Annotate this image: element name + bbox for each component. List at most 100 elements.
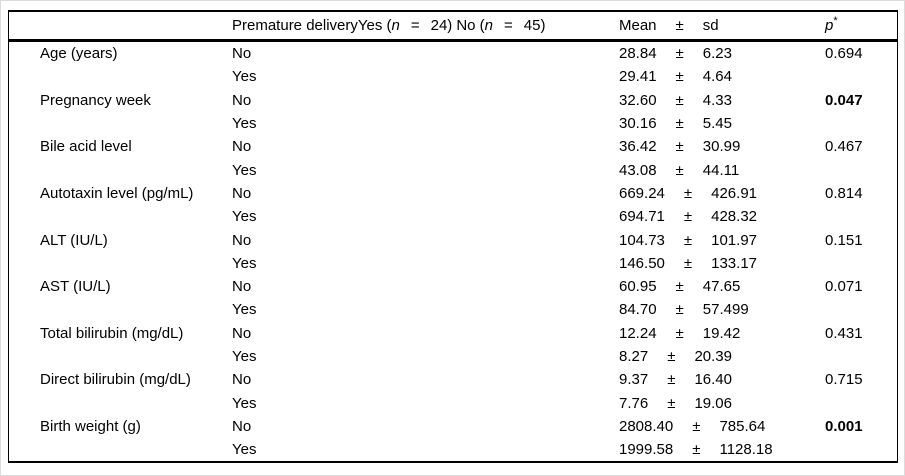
variable-label: Direct bilirubin (mg/dL)	[40, 371, 191, 389]
table-row: Yes 7.76 ±19.06	[9, 391, 897, 414]
mean-value: 36.42	[619, 138, 657, 156]
mean-sd-cell: 12.24 ±19.42	[619, 325, 825, 342]
sd-value: 19.42	[702, 324, 741, 342]
mean-value: 104.73	[619, 231, 665, 249]
mean-value: 60.95	[619, 278, 657, 296]
group-label: Yes	[232, 254, 257, 272]
header-sd-label: sd	[702, 17, 719, 34]
mean-sd-cell: 669.24 ±426.91	[619, 185, 825, 202]
header-group-prefix: Premature deliveryYes (	[232, 17, 392, 34]
stats-table: Premature deliveryYes (n = 24) No (n = 45) Me…	[8, 10, 898, 464]
sd-value: 4.64	[702, 68, 732, 86]
mean-value: 29.41	[619, 68, 657, 86]
mean-sd-cell: 104.73 ±101.97	[619, 232, 825, 249]
mean-sd-cell: 84.70 ±57.499	[619, 301, 825, 318]
plus-minus-symbol: ±	[675, 324, 684, 342]
table-row: Autotaxin level (pg/mL) No 669.24 ±426.91…	[9, 182, 897, 205]
mean-sd-cell: 9.37 ±16.40	[619, 371, 825, 388]
plus-minus-symbol: ±	[683, 208, 693, 226]
mean-value: 146.50	[619, 254, 665, 272]
variable-label: Total bilirubin (mg/dL)	[40, 324, 184, 342]
mean-value: 7.76	[619, 394, 649, 412]
p-value: 0.001	[825, 417, 863, 435]
table-row: Yes 84.70 ±57.499	[9, 298, 897, 321]
group-label: Yes	[232, 161, 257, 179]
plus-minus-symbol: ±	[675, 91, 684, 109]
plus-minus-symbol: ±	[692, 441, 701, 459]
mean-sd-cell: 694.71 ±428.32	[619, 208, 825, 225]
sd-value: 30.99	[702, 138, 741, 156]
table-row: Direct bilirubin (mg/dL) No 9.37 ±16.40 0…	[9, 368, 897, 391]
mean-value: 9.37	[619, 371, 649, 389]
plus-minus-symbol: ±	[675, 17, 684, 34]
plus-minus-symbol: ±	[683, 231, 693, 249]
plus-minus-symbol: ±	[675, 301, 684, 319]
plus-minus-symbol: ±	[667, 348, 676, 365]
plus-minus-symbol: ±	[667, 371, 676, 389]
mean-value: 28.84	[619, 45, 657, 63]
variable-label: ALT (IU/L)	[40, 231, 108, 249]
mean-value: 43.08	[619, 161, 657, 179]
header-equals: =	[410, 17, 420, 34]
header-n-symbol: n	[391, 17, 400, 34]
sd-value: 20.39	[694, 348, 732, 365]
table-row: Yes 1999.58 ±1128.18	[9, 438, 897, 461]
mean-sd-cell: 2808.40 ±785.64	[619, 418, 825, 435]
table-row: AST (IU/L) No 60.95 ±47.65 0.071	[9, 275, 897, 298]
group-label: No	[232, 324, 252, 342]
plus-minus-symbol: ±	[683, 184, 693, 202]
mean-sd-cell: 7.76 ±19.06	[619, 395, 825, 412]
mean-sd-cell: 36.42 ±30.99	[619, 138, 825, 155]
asterisk-superscript: *	[833, 15, 838, 27]
group-label: No	[232, 45, 252, 63]
plus-minus-symbol: ±	[683, 254, 693, 272]
mean-sd-cell: 32.60 ±4.33	[619, 92, 825, 109]
sd-value: 428.32	[711, 208, 758, 226]
mean-sd-cell: 1999.58 ±1128.18	[619, 441, 825, 458]
p-value: 0.467	[825, 138, 863, 156]
header-no-open: No (	[456, 17, 485, 34]
mean-sd-cell: 60.95 ±47.65	[619, 278, 825, 295]
sd-value: 19.06	[694, 394, 732, 412]
mean-value: 2808.40	[619, 417, 674, 435]
group-label: Yes	[232, 348, 257, 365]
mean-value: 84.70	[619, 301, 657, 319]
table-row: Total bilirubin (mg/dL) No 12.24 ±19.42 0…	[9, 322, 897, 345]
table-row: Yes 694.71 ±428.32	[9, 205, 897, 228]
mean-sd-cell: 43.08 ±44.11	[619, 162, 825, 179]
mean-value: 8.27	[619, 348, 649, 365]
variable-label: Autotaxin level (pg/mL)	[40, 184, 194, 202]
group-label: Yes	[232, 394, 257, 412]
mean-value: 669.24	[619, 184, 665, 202]
plus-minus-symbol: ±	[675, 45, 684, 63]
table-row: Yes 146.50 ±133.17	[9, 252, 897, 275]
sd-value: 133.17	[711, 254, 758, 272]
table-row: ALT (IU/L) No 104.73 ±101.97 0.151	[9, 228, 897, 251]
variable-label: AST (IU/L)	[40, 278, 111, 296]
p-value: 0.151	[825, 231, 863, 249]
p-value: 0.071	[825, 278, 863, 296]
table-row: Bile acid level No 36.42 ±30.99 0.467	[9, 135, 897, 158]
plus-minus-symbol: ±	[675, 115, 684, 133]
sd-value: 16.40	[694, 371, 732, 389]
table-row: Yes 8.27 ±20.39	[9, 345, 897, 368]
plus-minus-symbol: ±	[675, 138, 684, 156]
variable-label: Pregnancy week	[40, 91, 151, 109]
sd-value: 6.23	[702, 45, 732, 63]
p-value: 0.694	[825, 45, 863, 63]
p-symbol: p	[825, 17, 834, 34]
table-row: Birth weight (g) No 2808.40 ±785.64 0.001	[9, 415, 897, 438]
group-label: No	[232, 278, 252, 296]
p-value: 0.047	[825, 91, 863, 109]
plus-minus-symbol: ±	[675, 68, 684, 86]
sd-value: 1128.18	[719, 441, 773, 459]
p-value: 0.715	[825, 371, 863, 389]
group-label: Yes	[232, 208, 257, 226]
header-no-count: 45)	[523, 17, 546, 34]
table-row: Yes 43.08 ±44.11	[9, 158, 897, 181]
table-row: Age (years) No 28.84 ±6.23 0.694	[9, 42, 897, 65]
table-header-row: Premature deliveryYes (n = 24) No (n = 45) Me…	[9, 12, 897, 42]
sd-value: 785.64	[719, 417, 766, 435]
header-premature-delivery: Premature deliveryYes (n = 24) No (n = 45)	[232, 17, 619, 34]
